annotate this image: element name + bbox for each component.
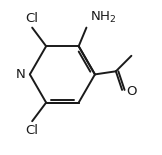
Text: Cl: Cl [25, 12, 38, 25]
Text: Cl: Cl [25, 124, 38, 137]
Text: N: N [16, 68, 26, 81]
Text: NH$_2$: NH$_2$ [90, 10, 117, 25]
Text: O: O [126, 85, 136, 98]
